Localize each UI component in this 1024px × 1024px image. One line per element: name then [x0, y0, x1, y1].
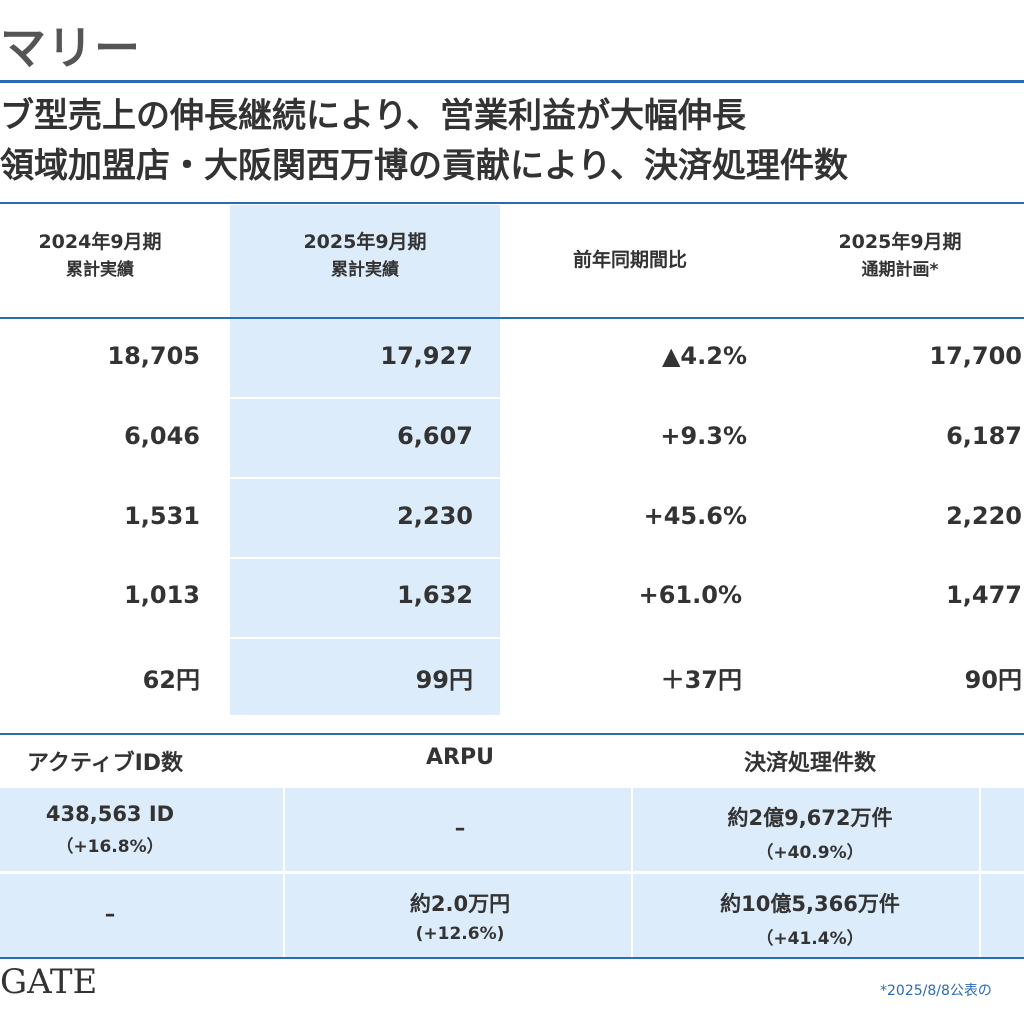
cell-plan: 17,700 — [929, 342, 1022, 370]
cell-prev: 62円 — [142, 666, 200, 694]
row-divider — [230, 397, 500, 399]
cell-yoy: +9.3% — [660, 422, 747, 450]
footnote: *2025/8/8公表の — [880, 983, 992, 999]
cell-yoy: +45.6% — [643, 502, 747, 530]
kpi-row — [0, 788, 1024, 871]
kpi-change: （+16.8%） — [56, 837, 164, 857]
kpi-top-rule — [0, 733, 1024, 735]
kpi-value: 438,563 ID — [45, 802, 175, 826]
cell-plan: 2,220 — [946, 502, 1022, 530]
kpi-value: – — [104, 902, 116, 926]
kpi-value: 約2.0万円 — [409, 892, 511, 916]
kpi-value: – — [454, 816, 466, 840]
kpi-cell: – — [320, 816, 600, 840]
row-divider — [230, 557, 500, 559]
cell-plan: 1,477 — [946, 581, 1022, 609]
kpi-change: (+12.6%) — [415, 924, 505, 944]
kpi-value: 約10億5,366万件 — [720, 892, 900, 916]
header-subline: 通期計画* — [861, 260, 939, 280]
kpi-cell: – — [0, 902, 220, 926]
cell-yoy: ＋37円 — [660, 666, 742, 694]
header-current-year: 2025年9月期 累計実績 — [230, 228, 500, 284]
kpi-header-active-id: アクティブID数 — [26, 751, 184, 776]
header-yoy: 前年同期間比 — [500, 246, 760, 274]
headline-2: 領域加盟店・大阪関西万博の貢献により、決済処理件数 — [0, 146, 848, 186]
cell-prev: 1,531 — [124, 502, 200, 530]
cell-prev: 6,046 — [124, 422, 200, 450]
headline-1: ブ型売上の伸長継続により、営業利益が大幅伸長 — [0, 96, 746, 136]
company-logo: GATE — [0, 962, 98, 1002]
kpi-cell: 約2億9,672万件 （+40.9%） — [660, 802, 960, 863]
row-divider — [230, 637, 500, 639]
kpi-cell: 約2.0万円 (+12.6%) — [320, 888, 600, 944]
kpi-cell: 約10億5,366万件 （+41.4%） — [660, 888, 960, 949]
cell-current: 1,632 — [397, 581, 473, 609]
cell-prev: 1,013 — [124, 581, 200, 609]
cell-current: 6,607 — [397, 422, 473, 450]
cell-current: 2,230 — [397, 502, 473, 530]
cell-current: 17,927 — [380, 342, 473, 370]
kpi-value: 約2億9,672万件 — [727, 806, 893, 830]
header-line: 前年同期間比 — [572, 249, 687, 271]
kpi-cell: 438,563 ID （+16.8%） — [0, 802, 220, 857]
highlight-column — [230, 205, 500, 715]
cell-plan: 90円 — [964, 666, 1022, 694]
kpi-row — [0, 874, 1024, 957]
table-top-rule — [0, 202, 1024, 204]
kpi-header-arpu: ARPU — [426, 745, 494, 770]
header-prev-year: 2024年9月期 累計実績 — [0, 228, 200, 284]
kpi-change: （+40.9%） — [756, 843, 864, 863]
kpi-header-transactions: 決済処理件数 — [743, 751, 876, 776]
kpi-change: （+41.4%） — [756, 929, 864, 949]
page-title: マリー — [0, 21, 141, 75]
kpi-row-divider — [0, 871, 1024, 874]
cell-yoy: +61.0% — [638, 581, 742, 609]
cell-plan: 6,187 — [946, 422, 1022, 450]
header-line: 2024年9月期 — [38, 231, 162, 253]
header-line: 2025年9月期 — [303, 231, 427, 253]
header-subline: 累計実績 — [66, 260, 134, 280]
header-divider — [0, 317, 1024, 319]
row-divider — [230, 477, 500, 479]
header-subline: 累計実績 — [331, 260, 399, 280]
cell-prev: 18,705 — [107, 342, 200, 370]
cell-current: 99円 — [415, 666, 473, 694]
header-line: 2025年9月期 — [838, 231, 962, 253]
kpi-bottom-rule — [0, 957, 1024, 959]
title-divider — [0, 80, 1024, 83]
header-plan: 2025年9月期 通期計画* — [770, 228, 1024, 284]
cell-yoy: ▲4.2% — [661, 342, 747, 370]
